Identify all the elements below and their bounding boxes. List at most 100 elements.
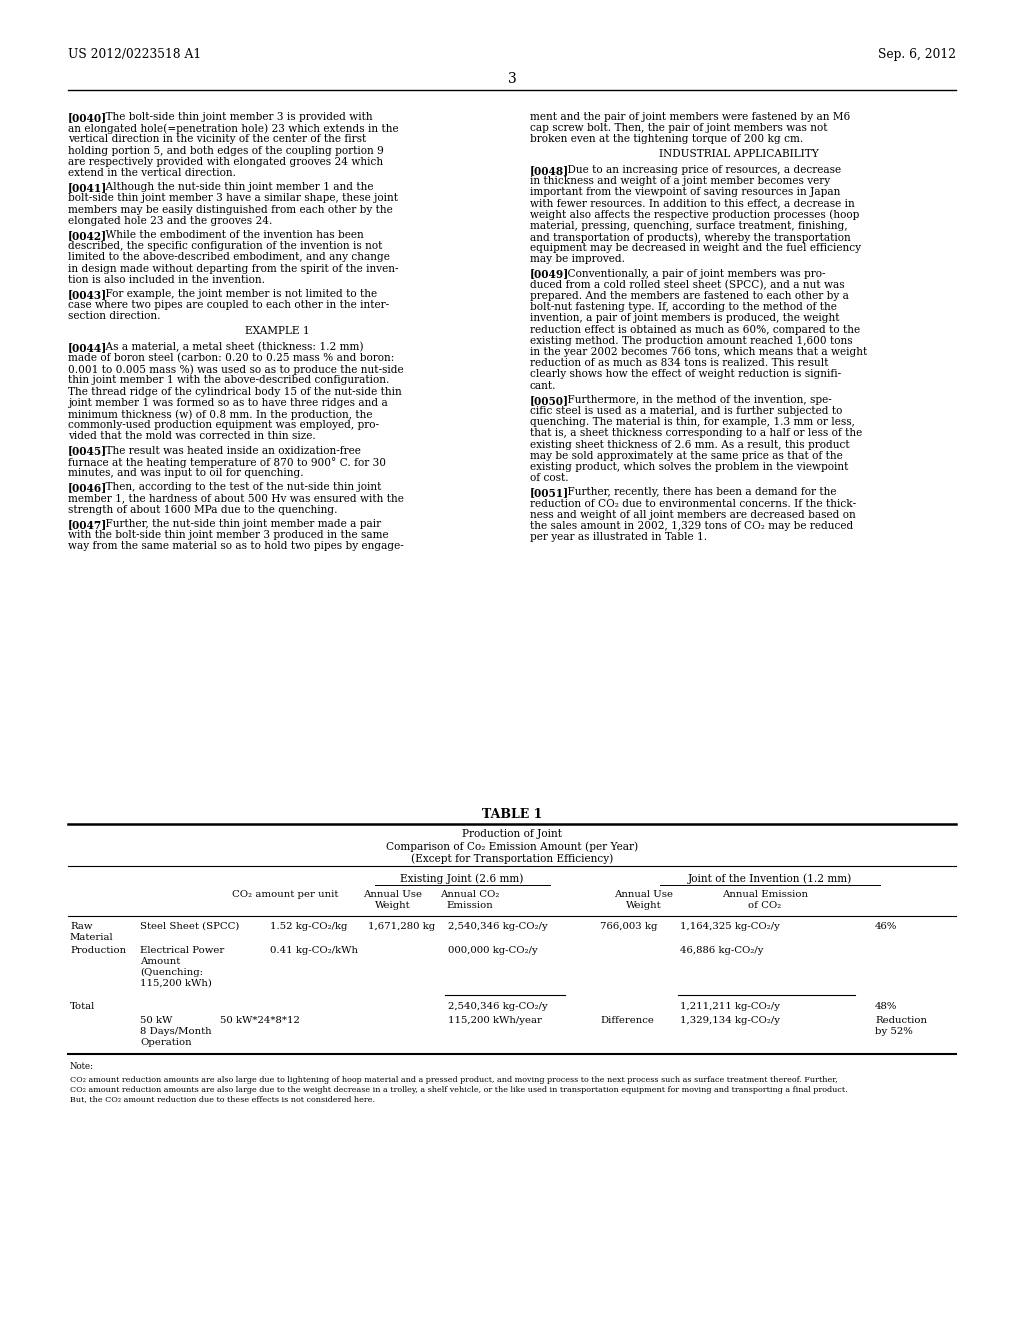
Text: Although the nut-side thin joint member 1 and the: Although the nut-side thin joint member …	[95, 182, 374, 193]
Text: cant.: cant.	[530, 380, 556, 391]
Text: vertical direction in the vicinity of the center of the first: vertical direction in the vicinity of th…	[68, 135, 367, 144]
Text: bolt-side thin joint member 3 have a similar shape, these joint: bolt-side thin joint member 3 have a sim…	[68, 194, 398, 203]
Text: made of boron steel (carbon: 0.20 to 0.25 mass % and boron:: made of boron steel (carbon: 0.20 to 0.2…	[68, 352, 394, 363]
Text: 2,540,346 kg-CO₂/y: 2,540,346 kg-CO₂/y	[449, 1002, 548, 1011]
Text: [0045]: [0045]	[68, 446, 108, 457]
Text: 50 kW*24*8*12: 50 kW*24*8*12	[220, 1016, 300, 1026]
Text: Total: Total	[70, 1002, 95, 1011]
Text: may be improved.: may be improved.	[530, 255, 625, 264]
Text: invention, a pair of joint members is produced, the weight: invention, a pair of joint members is pr…	[530, 313, 840, 323]
Text: [0048]: [0048]	[530, 165, 569, 176]
Text: cap screw bolt. Then, the pair of joint members was not: cap screw bolt. Then, the pair of joint …	[530, 123, 827, 133]
Text: Reduction: Reduction	[874, 1016, 927, 1026]
Text: joint member 1 was formed so as to have three ridges and a: joint member 1 was formed so as to have …	[68, 397, 388, 408]
Text: by 52%: by 52%	[874, 1027, 912, 1036]
Text: 3: 3	[508, 73, 516, 86]
Text: Further, recently, there has been a demand for the: Further, recently, there has been a dema…	[557, 487, 837, 498]
Text: 0.41 kg-CO₂/kWh: 0.41 kg-CO₂/kWh	[270, 946, 358, 954]
Text: minutes, and was input to oil for quenching.: minutes, and was input to oil for quench…	[68, 469, 304, 478]
Text: 1,164,325 kg-CO₂/y: 1,164,325 kg-CO₂/y	[680, 921, 780, 931]
Text: INDUSTRIAL APPLICABILITY: INDUSTRIAL APPLICABILITY	[659, 149, 819, 158]
Text: bolt-nut fastening type. If, according to the method of the: bolt-nut fastening type. If, according t…	[530, 302, 837, 313]
Text: US 2012/0223518 A1: US 2012/0223518 A1	[68, 48, 201, 61]
Text: CO₂ amount reduction amounts are also large due to the weight decrease in a trol: CO₂ amount reduction amounts are also la…	[70, 1085, 848, 1093]
Text: case where two pipes are coupled to each other in the inter-: case where two pipes are coupled to each…	[68, 300, 389, 310]
Text: vided that the mold was corrected in thin size.: vided that the mold was corrected in thi…	[68, 432, 315, 441]
Text: limited to the above-described embodiment, and any change: limited to the above-described embodimen…	[68, 252, 390, 263]
Text: Conventionally, a pair of joint members was pro-: Conventionally, a pair of joint members …	[557, 268, 825, 279]
Text: tion is also included in the invention.: tion is also included in the invention.	[68, 275, 265, 285]
Text: EXAMPLE 1: EXAMPLE 1	[245, 326, 309, 335]
Text: For example, the joint member is not limited to the: For example, the joint member is not lim…	[95, 289, 378, 300]
Text: members may be easily distinguished from each other by the: members may be easily distinguished from…	[68, 205, 393, 215]
Text: Annual Use: Annual Use	[364, 890, 423, 899]
Text: Production: Production	[70, 946, 126, 954]
Text: While the embodiment of the invention has been: While the embodiment of the invention ha…	[95, 230, 365, 240]
Text: [0049]: [0049]	[530, 268, 569, 280]
Text: 48%: 48%	[874, 1002, 897, 1011]
Text: Furthermore, in the method of the invention, spe-: Furthermore, in the method of the invent…	[557, 395, 833, 405]
Text: (Except for Transportation Efficiency): (Except for Transportation Efficiency)	[411, 853, 613, 863]
Text: member 1, the hardness of about 500 Hv was ensured with the: member 1, the hardness of about 500 Hv w…	[68, 494, 403, 503]
Text: important from the viewpoint of saving resources in Japan: important from the viewpoint of saving r…	[530, 187, 841, 197]
Text: section direction.: section direction.	[68, 312, 161, 321]
Text: Comparison of Co₂ Emission Amount (per Year): Comparison of Co₂ Emission Amount (per Y…	[386, 841, 638, 851]
Text: and transportation of products), whereby the transportation: and transportation of products), whereby…	[530, 232, 851, 243]
Text: 0.001 to 0.005 mass %) was used so as to produce the nut-side: 0.001 to 0.005 mass %) was used so as to…	[68, 364, 403, 375]
Text: equipment may be decreased in weight and the fuel efficiency: equipment may be decreased in weight and…	[530, 243, 861, 253]
Text: [0050]: [0050]	[530, 395, 569, 405]
Text: Weight: Weight	[375, 902, 411, 909]
Text: prepared. And the members are fastened to each other by a: prepared. And the members are fastened t…	[530, 290, 849, 301]
Text: are respectively provided with elongated grooves 24 which: are respectively provided with elongated…	[68, 157, 383, 166]
Text: But, the CO₂ amount reduction due to these effects is not considered here.: But, the CO₂ amount reduction due to the…	[70, 1096, 375, 1104]
Text: Raw: Raw	[70, 921, 92, 931]
Text: of CO₂: of CO₂	[749, 902, 781, 909]
Text: with fewer resources. In addition to this effect, a decrease in: with fewer resources. In addition to thi…	[530, 198, 855, 209]
Text: Amount: Amount	[140, 957, 180, 966]
Text: duced from a cold rolled steel sheet (SPCC), and a nut was: duced from a cold rolled steel sheet (SP…	[530, 280, 845, 290]
Text: [0047]: [0047]	[68, 519, 108, 529]
Text: 1,329,134 kg-CO₂/y: 1,329,134 kg-CO₂/y	[680, 1016, 780, 1026]
Text: The thread ridge of the cylindrical body 15 of the nut-side thin: The thread ridge of the cylindrical body…	[68, 387, 401, 396]
Text: reduction of CO₂ due to environmental concerns. If the thick-: reduction of CO₂ due to environmental co…	[530, 499, 856, 508]
Text: that is, a sheet thickness corresponding to a half or less of the: that is, a sheet thickness corresponding…	[530, 429, 862, 438]
Text: [0042]: [0042]	[68, 230, 108, 242]
Text: (Quenching:: (Quenching:	[140, 968, 203, 977]
Text: per year as illustrated in Table 1.: per year as illustrated in Table 1.	[530, 532, 708, 543]
Text: of cost.: of cost.	[530, 473, 568, 483]
Text: CO₂ amount reduction amounts are also large due to lightening of hoop material a: CO₂ amount reduction amounts are also la…	[70, 1076, 838, 1084]
Text: 2,540,346 kg-CO₂/y: 2,540,346 kg-CO₂/y	[449, 921, 548, 931]
Text: [0044]: [0044]	[68, 342, 108, 352]
Text: 50 kW: 50 kW	[140, 1016, 172, 1026]
Text: [0040]: [0040]	[68, 112, 108, 123]
Text: CO₂ amount per unit: CO₂ amount per unit	[231, 890, 338, 899]
Text: an elongated hole(=penetration hole) 23 which extends in the: an elongated hole(=penetration hole) 23 …	[68, 123, 398, 133]
Text: [0041]: [0041]	[68, 182, 108, 193]
Text: the sales amount in 2002, 1,329 tons of CO₂ may be reduced: the sales amount in 2002, 1,329 tons of …	[530, 521, 853, 531]
Text: Operation: Operation	[140, 1038, 191, 1047]
Text: 46%: 46%	[874, 921, 897, 931]
Text: holding portion 5, and both edges of the coupling portion 9: holding portion 5, and both edges of the…	[68, 145, 384, 156]
Text: minimum thickness (w) of 0.8 mm. In the production, the: minimum thickness (w) of 0.8 mm. In the …	[68, 409, 373, 420]
Text: clearly shows how the effect of weight reduction is signifi-: clearly shows how the effect of weight r…	[530, 370, 841, 379]
Text: Due to an increasing price of resources, a decrease: Due to an increasing price of resources,…	[557, 165, 842, 174]
Text: thin joint member 1 with the above-described configuration.: thin joint member 1 with the above-descr…	[68, 375, 389, 385]
Text: 1,671,280 kg: 1,671,280 kg	[368, 921, 435, 931]
Text: reduction effect is obtained as much as 60%, compared to the: reduction effect is obtained as much as …	[530, 325, 860, 334]
Text: ment and the pair of joint members were fastened by an M6: ment and the pair of joint members were …	[530, 112, 850, 121]
Text: Annual CO₂: Annual CO₂	[440, 890, 500, 899]
Text: TABLE 1: TABLE 1	[482, 808, 542, 821]
Text: 000,000 kg-CO₂/y: 000,000 kg-CO₂/y	[449, 946, 538, 954]
Text: existing product, which solves the problem in the viewpoint: existing product, which solves the probl…	[530, 462, 848, 473]
Text: ness and weight of all joint members are decreased based on: ness and weight of all joint members are…	[530, 510, 856, 520]
Text: quenching. The material is thin, for example, 1.3 mm or less,: quenching. The material is thin, for exa…	[530, 417, 855, 428]
Text: in the year 2002 becomes 766 tons, which means that a weight: in the year 2002 becomes 766 tons, which…	[530, 347, 867, 356]
Text: Weight: Weight	[627, 902, 662, 909]
Text: Difference: Difference	[600, 1016, 654, 1026]
Text: As a material, a metal sheet (thickness: 1.2 mm): As a material, a metal sheet (thickness:…	[95, 342, 364, 352]
Text: elongated hole 23 and the grooves 24.: elongated hole 23 and the grooves 24.	[68, 215, 272, 226]
Text: Note:: Note:	[70, 1063, 94, 1071]
Text: 1.52 kg-CO₂/kg: 1.52 kg-CO₂/kg	[270, 921, 347, 931]
Text: extend in the vertical direction.: extend in the vertical direction.	[68, 168, 236, 178]
Text: 115,200 kWh): 115,200 kWh)	[140, 979, 212, 987]
